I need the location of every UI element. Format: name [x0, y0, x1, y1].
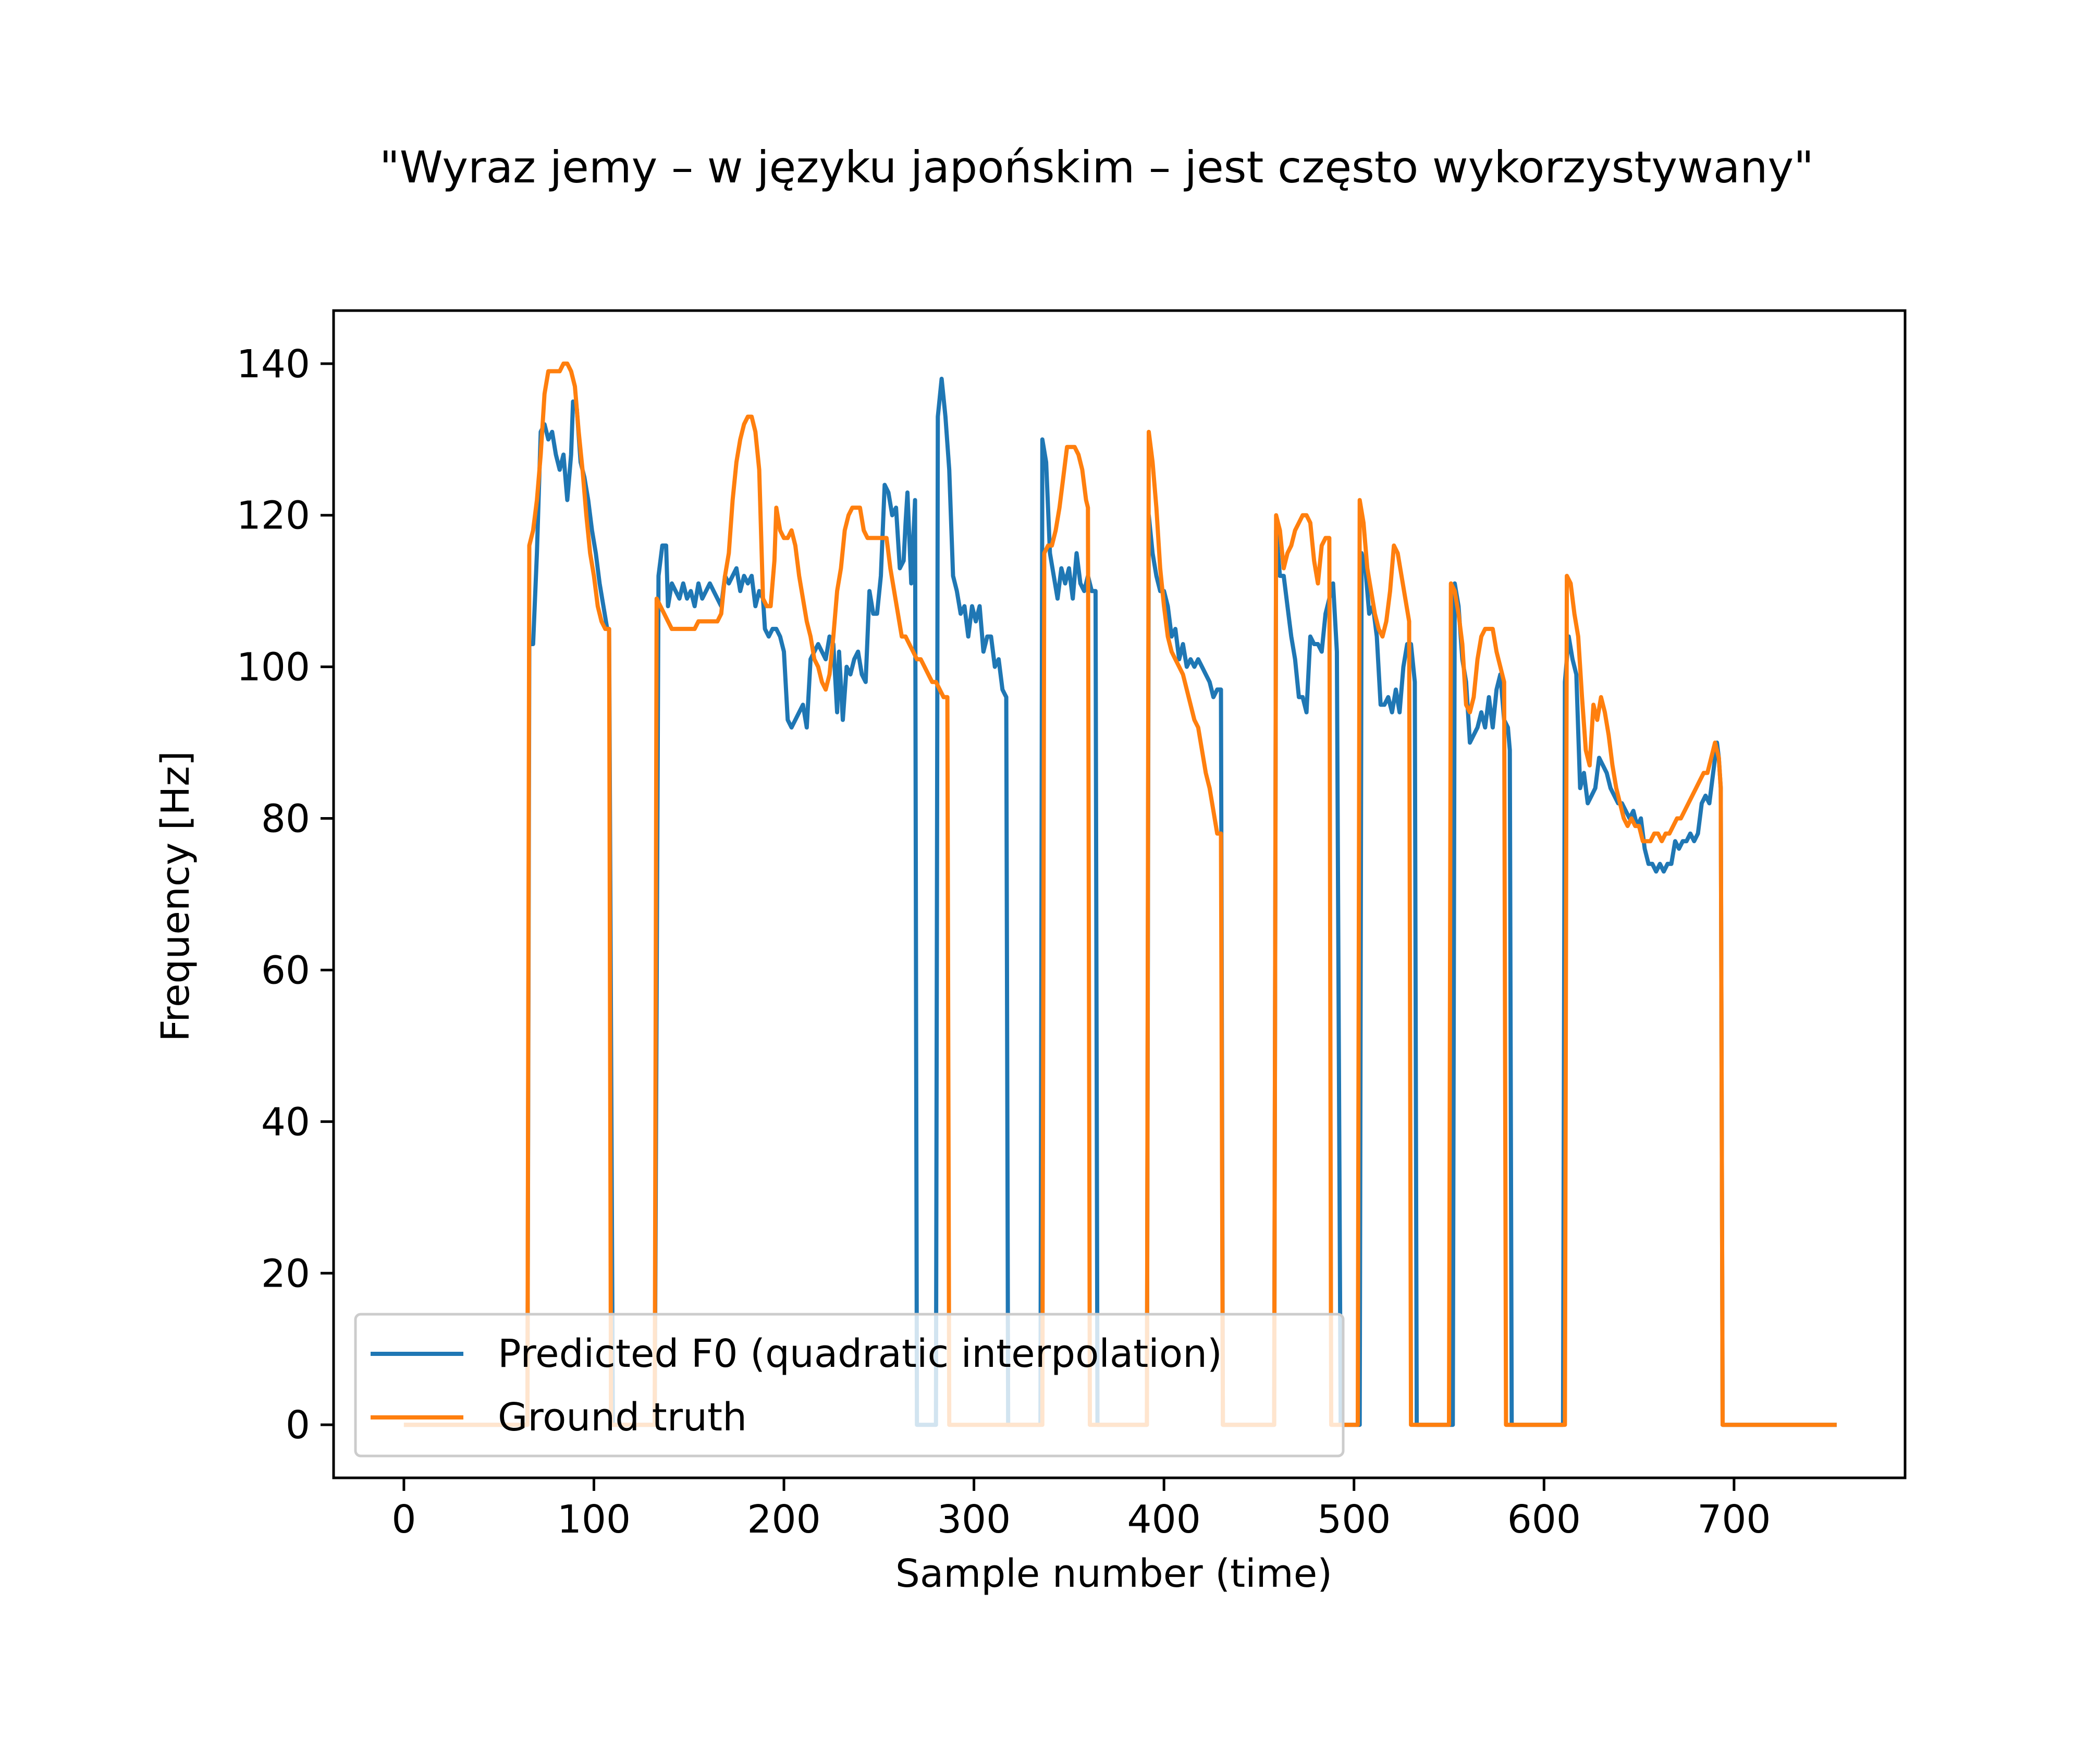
y-tick-label: 80 [261, 797, 310, 842]
series-line-ground-truth [403, 361, 1837, 1427]
y-axis-label: Frequency [Hz] [153, 751, 198, 1042]
x-tick-label: 200 [747, 1497, 820, 1542]
x-axis-label: Sample number (time) [895, 1551, 1332, 1596]
chart-title: "Wyraz jemy – w języku japońskim – jest … [379, 142, 1814, 193]
x-tick-label: 500 [1317, 1497, 1391, 1542]
y-tick-label: 120 [237, 493, 310, 538]
x-tick-label: 700 [1697, 1497, 1771, 1542]
legend-label-ground-truth: Ground truth [498, 1395, 747, 1440]
axes-frame [332, 309, 1907, 1479]
x-tick-label: 400 [1127, 1497, 1201, 1542]
legend-label-predicted: Predicted F0 (quadratic interpolation) [498, 1331, 1222, 1376]
axes-layer: 0 100 200 300 400 500 600 700 0 20 40 60 80 100 120 140 [237, 309, 1907, 1542]
series-layer [403, 361, 1837, 1427]
x-tick-label: 0 [391, 1497, 416, 1542]
x-tick-label: 600 [1507, 1497, 1581, 1542]
x-tick-label: 300 [937, 1497, 1011, 1542]
y-tick-label: 60 [261, 948, 310, 993]
plot-background [334, 311, 1905, 1478]
y-tick-label: 0 [286, 1403, 310, 1448]
y-tick-label: 40 [261, 1100, 310, 1144]
y-tick-label: 20 [261, 1251, 310, 1296]
x-tick-label: 100 [557, 1497, 631, 1542]
y-tick-label: 100 [237, 645, 310, 690]
legend: Predicted F0 (quadratic interpolation) G… [354, 1313, 1345, 1458]
y-tick-label: 140 [237, 342, 310, 387]
plot-area [334, 311, 1905, 1478]
legend-frame [354, 1313, 1345, 1458]
